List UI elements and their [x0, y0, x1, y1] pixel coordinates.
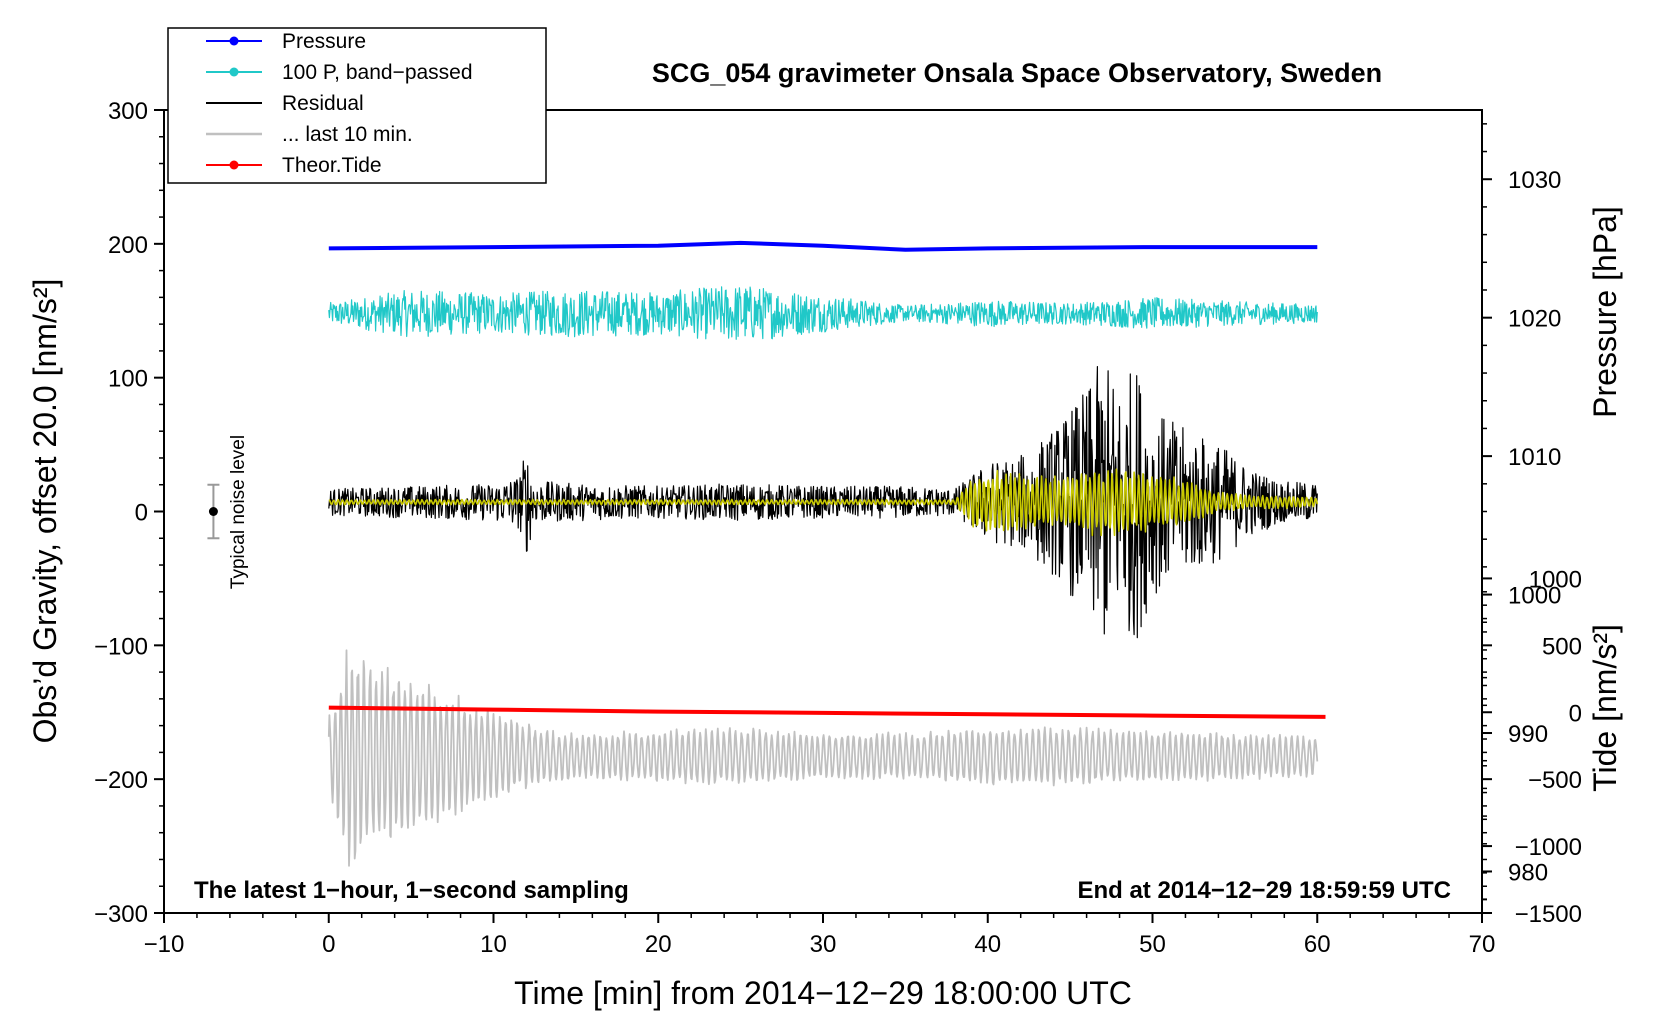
y-tick-label: 200 [108, 232, 148, 259]
y-axis-title-left: Obs’d Gravity, offset 20.0 [nm/s²] [27, 279, 63, 744]
series-line-residual-filtered [328, 468, 1319, 537]
noise-level-label: Typical noise level [228, 435, 249, 589]
series-line-residual [328, 366, 1318, 639]
sampling-annotation: The latest 1−hour, 1−second sampling [194, 877, 629, 904]
y-axis-title-tide: Tide [nm/s²] [1587, 624, 1623, 792]
legend-marker-pressure [229, 36, 239, 46]
legend-label-pressure: Pressure [282, 30, 366, 53]
legend-box [167, 27, 547, 184]
series-line-pressure [328, 240, 1318, 252]
tide-tick-label: −1000 [1515, 834, 1582, 861]
tide-tick-label: 500 [1542, 633, 1582, 660]
legend-label-residual: Residual [282, 92, 364, 115]
noise-bar-dot [208, 507, 218, 516]
series-line-100-p-band-passed [328, 286, 1318, 340]
x-tick-label: 20 [645, 931, 672, 958]
y-tick-label: −100 [94, 633, 148, 660]
tide-tick-label: 1000 [1529, 566, 1582, 593]
series-layer [327, 240, 1326, 867]
pressure-tick-label: 1010 [1508, 444, 1561, 471]
tide-tick-label: −500 [1528, 767, 1582, 794]
y-axis-title-pressure: Pressure [hPa] [1587, 206, 1623, 418]
x-tick-label: 0 [322, 931, 335, 958]
x-tick-label: 70 [1469, 931, 1496, 958]
x-axis-title: Time [min] from 2014−12−29 18:00:00 UTC [514, 975, 1132, 1011]
series-line-last-10-min [327, 649, 1319, 867]
x-tick-label: 30 [810, 931, 837, 958]
tide-tick-label: 0 [1569, 700, 1582, 727]
y-tick-label: −200 [94, 767, 148, 794]
legend-marker-100-p-band-passed [229, 67, 239, 77]
y-tick-label: 300 [108, 98, 148, 125]
y-tick-label: 100 [108, 366, 148, 393]
series-line-theor-tide [328, 705, 1326, 719]
legend-label-theor-tide: Theor.Tide [282, 154, 382, 177]
tide-tick-label: −1500 [1515, 901, 1582, 928]
legend-items: Pressure 100 P, band−passed Residual ... la… [206, 30, 473, 177]
x-tick-label: 50 [1139, 931, 1166, 958]
pressure-tick-label: 990 [1508, 721, 1548, 748]
x-tick-label: 60 [1304, 931, 1331, 958]
legend: Pressure 100 P, band−passed Residual ... la… [167, 27, 547, 184]
legend-marker-theor-tide [229, 160, 239, 170]
end-time-annotation: End at 2014−12−29 18:59:59 UTC [1077, 877, 1451, 904]
legend-label-100-p-band-passed: 100 P, band−passed [282, 61, 473, 84]
pressure-tick-label: 980 [1508, 859, 1548, 886]
pressure-tick-label: 1030 [1508, 167, 1561, 194]
y-tick-label: −300 [94, 901, 148, 928]
axis-ticks: −10 0 10 20 30 40 50 60 703002001000−100−200−300… [94, 98, 1582, 958]
chart-title: SCG_054 gravimeter Onsala Space Observat… [652, 58, 1382, 88]
pressure-tick-label: 1020 [1508, 306, 1561, 333]
pressure-tick-label: 1000 [1508, 583, 1561, 610]
x-tick-label: 40 [974, 931, 1001, 958]
legend-label-last-10-min: ... last 10 min. [282, 123, 413, 146]
noise-level-marker [207, 483, 220, 540]
y-tick-label: 0 [135, 500, 148, 527]
x-tick-label: 10 [480, 931, 507, 958]
x-tick-label: −10 [144, 931, 185, 958]
